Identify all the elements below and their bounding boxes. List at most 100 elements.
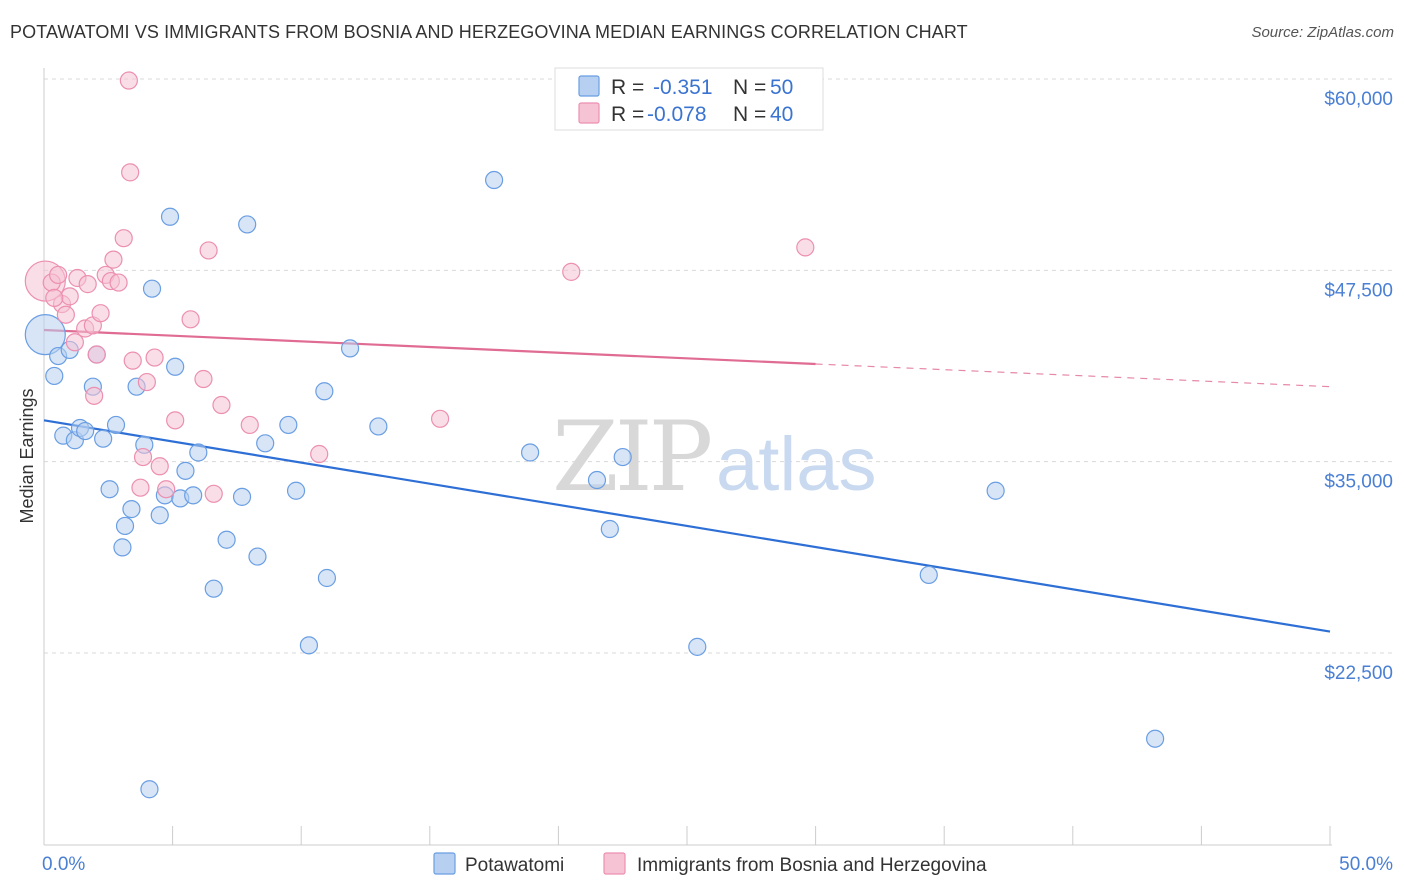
potawatomi-point: [160, 207, 180, 226]
potawatomi-point: [166, 357, 185, 376]
trend-line-extension-bosnia: [815, 363, 1331, 388]
legend-r-label-bosnia: R =: [611, 103, 644, 126]
potawatomi-point: [150, 506, 169, 525]
bosnia-point: [78, 275, 97, 294]
potawatomi-point: [45, 366, 64, 386]
bosnia-point: [131, 478, 150, 497]
bosnia-point: [85, 386, 104, 405]
potawatomi-point: [142, 279, 162, 298]
bosnia-point: [240, 415, 259, 435]
legend-swatch-potawatomi: [578, 75, 600, 97]
potawatomi-point: [317, 568, 337, 588]
potawatomi-point: [100, 480, 119, 499]
bosnia-point: [121, 163, 140, 182]
x-axis-ticks: [43, 826, 1331, 845]
potawatomi-point: [919, 565, 938, 585]
source-attribution: Source: ZipAtlas.com: [1251, 24, 1394, 41]
bosnia-point: [45, 288, 64, 307]
potawatomi-point: [184, 486, 203, 505]
potawatomi-point: [122, 500, 141, 519]
watermark-zip: ZIP: [552, 401, 711, 513]
x-tick-label-max: 50.0%: [1339, 854, 1393, 875]
potawatomi-point: [600, 519, 619, 539]
y-tick-label: $35,000: [1324, 472, 1393, 493]
bosnia-point: [65, 333, 84, 352]
y-tick-label: $22,500: [1324, 663, 1393, 684]
x-tick-label-min: 0.0%: [42, 854, 85, 875]
potawatomi-point: [24, 314, 66, 356]
potawatomi-point: [315, 382, 334, 401]
potawatomi-point: [299, 636, 319, 655]
bosnia-point: [137, 372, 156, 392]
bosnia-point: [104, 250, 123, 269]
legend-r-value-potawatomi: -0.351: [653, 76, 713, 99]
y-axis-tick-labels: $60,000 $47,500 $35,000 $22,500: [1324, 89, 1393, 684]
bosnia-point: [56, 305, 75, 324]
series-legend: Potawatomi Immigrants from Bosnia and He…: [433, 852, 987, 876]
watermark: ZIP atlas: [552, 401, 877, 513]
bosnia-point: [204, 484, 223, 503]
series-legend-label-bosnia: Immigrants from Bosnia and Herzegovina: [637, 855, 987, 876]
bosnia-point: [157, 480, 176, 499]
bosnia-point: [123, 351, 142, 370]
series-legend-swatch-bosnia: [603, 852, 626, 875]
potawatomi-point: [106, 415, 126, 435]
potawatomi-point: [113, 538, 132, 557]
bosnia-point: [119, 71, 138, 90]
bosnia-point: [194, 369, 213, 389]
potawatomi-point: [587, 470, 607, 490]
chart-title: POTAWATOMI VS IMMIGRANTS FROM BOSNIA AND…: [10, 22, 968, 42]
legend-n-label-bosnia: N =: [733, 103, 766, 126]
legend-swatch-bosnia: [578, 102, 600, 124]
legend-r-value-bosnia: -0.078: [647, 103, 707, 126]
potawatomi-point: [248, 547, 267, 566]
bosnia-point: [150, 457, 169, 476]
legend-n-value-potawatomi: 50: [770, 76, 793, 99]
potawatomi-points: [24, 170, 1165, 799]
series-legend-label-potawatomi: Potawatomi: [465, 855, 564, 876]
trend-line-potawatomi: [43, 419, 1331, 633]
potawatomi-point: [688, 637, 707, 656]
legend-box: [554, 67, 824, 131]
bosnia-point: [87, 345, 106, 364]
potawatomi-point: [217, 530, 236, 549]
potawatomi-point: [232, 487, 252, 506]
legend-r-label-potawatomi: R =: [611, 76, 644, 99]
potawatomi-point: [286, 481, 306, 500]
potawatomi-point: [485, 170, 504, 190]
potawatomi-point: [279, 415, 298, 435]
potawatomi-point: [521, 443, 540, 462]
potawatomi-point: [140, 780, 159, 799]
potawatomi-point: [189, 443, 208, 462]
bosnia-point: [310, 444, 329, 464]
potawatomi-point: [340, 339, 360, 358]
gridlines: [44, 78, 1392, 654]
y-axis-label: Median Earnings: [17, 388, 37, 523]
series-legend-swatch-potawatomi: [433, 852, 456, 875]
potawatomi-point: [115, 516, 135, 536]
bosnia-point: [181, 310, 200, 329]
bosnia-point: [166, 411, 185, 430]
potawatomi-point: [369, 417, 388, 436]
potawatomi-point: [94, 429, 113, 448]
axes: [43, 68, 1332, 846]
bosnia-point: [796, 238, 815, 257]
bosnia-point: [430, 409, 450, 428]
bosnia-point: [133, 447, 153, 467]
potawatomi-point: [176, 461, 195, 480]
y-tick-label: $60,000: [1324, 89, 1393, 110]
y-tick-label: $47,500: [1324, 280, 1393, 301]
legend-n-value-bosnia: 40: [770, 103, 793, 126]
bosnia-point: [60, 287, 79, 306]
trend-line-bosnia: [43, 328, 816, 366]
potawatomi-point: [238, 215, 257, 234]
potawatomi-point: [204, 579, 223, 598]
bosnia-point: [91, 304, 110, 323]
potawatomi-point: [76, 421, 95, 441]
bosnia-point: [199, 241, 218, 260]
bosnia-point: [145, 348, 164, 367]
legend-n-label-potawatomi: N =: [733, 76, 766, 99]
correlation-legend: R = -0.351 N = 50 R = -0.078 N = 40: [554, 67, 824, 131]
potawatomi-point: [1146, 729, 1165, 748]
